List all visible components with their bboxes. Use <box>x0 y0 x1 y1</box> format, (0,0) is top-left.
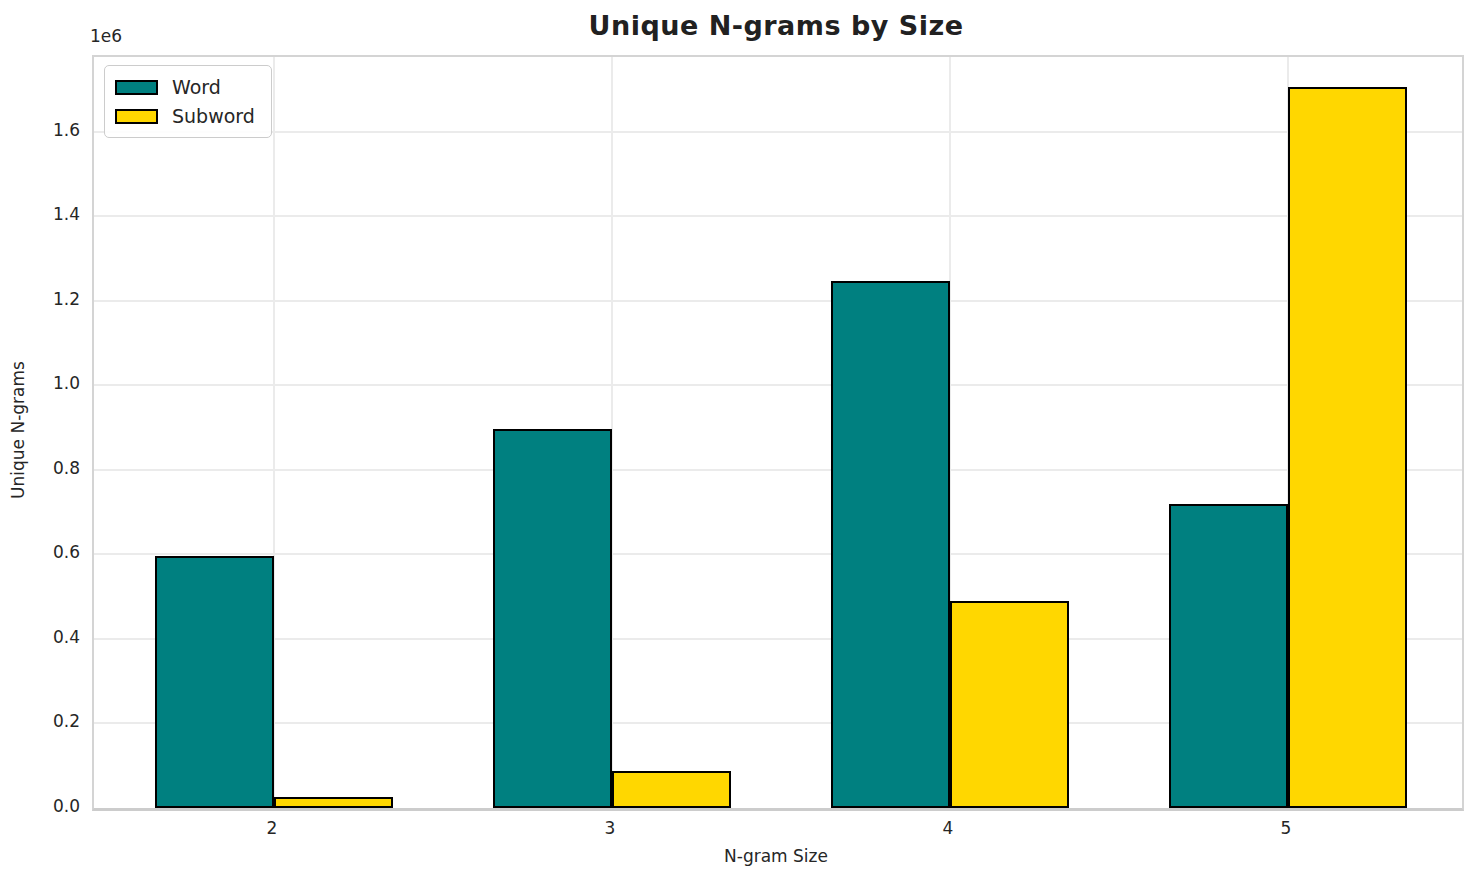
plot-area: Word Subword <box>92 55 1464 811</box>
y-gridline <box>94 384 1462 386</box>
bar-subword-4 <box>950 601 1069 808</box>
bar-word-4 <box>831 281 950 808</box>
y-tick-label: 0.6 <box>4 541 80 563</box>
legend-item-subword: Subword <box>115 105 255 127</box>
y-axis-offset-label: 1e6 <box>90 26 122 46</box>
bar-subword-5 <box>1288 87 1407 808</box>
x-tick-label: 4 <box>908 818 988 838</box>
legend-item-word: Word <box>115 76 255 98</box>
y-tick-label: 1.0 <box>4 372 80 394</box>
x-axis-label: N-gram Size <box>92 846 1460 866</box>
y-gridline <box>94 131 1462 133</box>
bar-word-2 <box>155 556 274 809</box>
figure: Unique N-grams by Size 1e6 Unique N-gram… <box>0 0 1484 885</box>
x-tick-label: 2 <box>232 818 312 838</box>
y-gridline <box>94 215 1462 217</box>
y-tick-label: 0.4 <box>4 626 80 648</box>
legend-swatch-subword <box>115 109 158 124</box>
chart-title: Unique N-grams by Size <box>92 10 1460 41</box>
y-tick-label: 1.2 <box>4 288 80 310</box>
x-tick-label: 3 <box>570 818 650 838</box>
y-tick-label: 1.6 <box>4 119 80 141</box>
legend: Word Subword <box>104 65 272 138</box>
legend-swatch-word <box>115 80 158 95</box>
y-tick-label: 1.4 <box>4 203 80 225</box>
legend-label-subword: Subword <box>172 105 255 127</box>
bar-word-5 <box>1169 504 1288 808</box>
bar-word-3 <box>493 429 612 808</box>
legend-label-word: Word <box>172 76 221 98</box>
bar-subword-3 <box>612 771 731 808</box>
y-tick-label: 0.0 <box>4 795 80 817</box>
y-tick-label: 0.2 <box>4 710 80 732</box>
bar-subword-2 <box>274 797 393 808</box>
y-gridline <box>94 469 1462 471</box>
y-gridline <box>94 300 1462 302</box>
y-tick-label: 0.8 <box>4 457 80 479</box>
x-tick-label: 5 <box>1246 818 1326 838</box>
